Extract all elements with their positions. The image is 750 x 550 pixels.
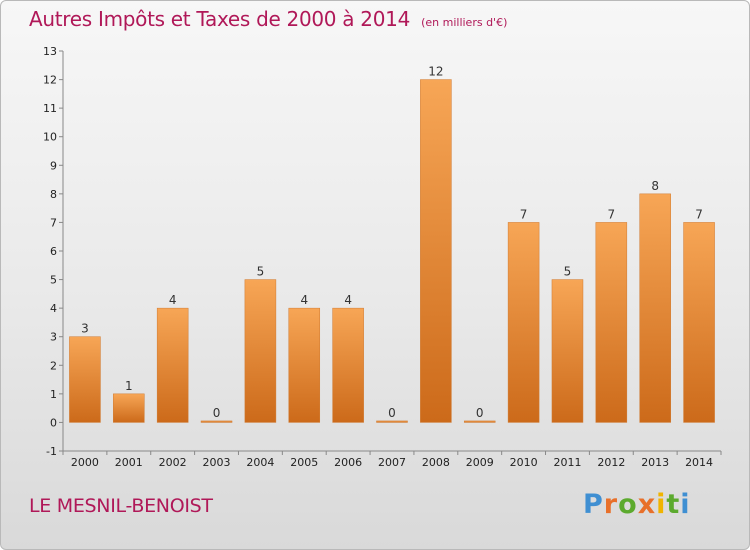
x-tick-label: 2011 — [553, 456, 581, 469]
bar — [113, 393, 145, 423]
x-tick-label: 2010 — [510, 456, 538, 469]
logo-letter: r — [603, 489, 619, 520]
bar-value-label: 0 — [213, 406, 221, 420]
x-tick-label: 2007 — [378, 456, 406, 469]
y-tick-label: 11 — [43, 102, 57, 115]
bar-value-label: 7 — [608, 207, 616, 221]
bar — [420, 79, 452, 423]
x-tick-label: 2012 — [597, 456, 625, 469]
bar-value-label: 1 — [125, 379, 133, 393]
x-tick-label: 2003 — [203, 456, 231, 469]
bar-value-label: 4 — [169, 293, 177, 307]
bar-value-label: 5 — [257, 265, 265, 279]
bar — [507, 222, 540, 423]
bar-value-label: 7 — [520, 207, 528, 221]
bar — [244, 279, 277, 423]
bar-value-label: 12 — [428, 65, 443, 79]
y-tick-label: 9 — [50, 159, 57, 172]
bar — [683, 222, 715, 423]
y-tick-label: 5 — [50, 274, 57, 287]
y-tick-label: 13 — [43, 45, 57, 58]
x-tick-label: 2009 — [466, 456, 494, 469]
y-tick-label: 12 — [43, 74, 57, 87]
x-tick-label: 2006 — [334, 456, 362, 469]
bar-value-label: 0 — [476, 406, 484, 420]
bar — [376, 420, 408, 423]
bar — [639, 193, 671, 423]
bar-value-label: 0 — [388, 406, 396, 420]
bar — [595, 222, 628, 423]
bar-value-label: 3 — [81, 322, 89, 336]
y-tick-label: 7 — [50, 216, 57, 229]
bar — [551, 279, 584, 423]
bar — [69, 336, 101, 423]
y-tick-label: -1 — [46, 445, 57, 458]
x-tick-label: 2005 — [290, 456, 318, 469]
chart-bars — [69, 79, 715, 423]
y-tick-label: 4 — [50, 302, 57, 315]
chart-title-block: Autres Impôts et Taxes de 2000 à 2014 (e… — [29, 7, 507, 31]
x-tick-label: 2002 — [159, 456, 187, 469]
y-tick-label: 0 — [50, 416, 57, 429]
y-tick-label: 1 — [50, 388, 57, 401]
x-tick-label: 2014 — [685, 456, 713, 469]
bar — [288, 307, 321, 423]
y-tick-label: 2 — [50, 359, 57, 372]
bar — [156, 307, 189, 423]
bar-value-label: 5 — [564, 265, 572, 279]
proxiti-logo: Proxiti — [583, 489, 691, 520]
logo-letter: i — [656, 489, 667, 520]
bar-value-label: 8 — [651, 179, 659, 193]
chart-subtitle: (en milliers d'€) — [421, 16, 508, 29]
bar — [463, 420, 496, 423]
y-tick-label: 3 — [50, 331, 57, 344]
x-tick-label: 2000 — [71, 456, 99, 469]
logo-letter: t — [666, 489, 681, 520]
y-tick-label: 8 — [50, 188, 57, 201]
chart-title: Autres Impôts et Taxes de 2000 à 2014 — [29, 7, 410, 31]
logo-letter: i — [680, 489, 691, 520]
y-tick-label: 6 — [50, 245, 57, 258]
bar-value-label: 4 — [300, 293, 308, 307]
chart-data-labels: 3 1 4 0 5 4 4 0 12 0 7 5 7 8 7 — [81, 65, 703, 420]
logo-letter: P — [583, 489, 604, 520]
logo-letter: o — [618, 489, 638, 520]
x-tick-label: 2004 — [246, 456, 274, 469]
y-tick-label: 10 — [43, 131, 57, 144]
x-tick-label: 2008 — [422, 456, 450, 469]
bar — [200, 420, 233, 423]
logo-letter: x — [637, 489, 657, 520]
bar — [332, 307, 364, 423]
bar-value-label: 4 — [344, 293, 352, 307]
x-tick-label: 2013 — [641, 456, 669, 469]
bar-value-label: 7 — [695, 207, 703, 221]
x-tick-label: 2001 — [115, 456, 143, 469]
commune-name: LE MESNIL-BENOIST — [29, 495, 213, 517]
